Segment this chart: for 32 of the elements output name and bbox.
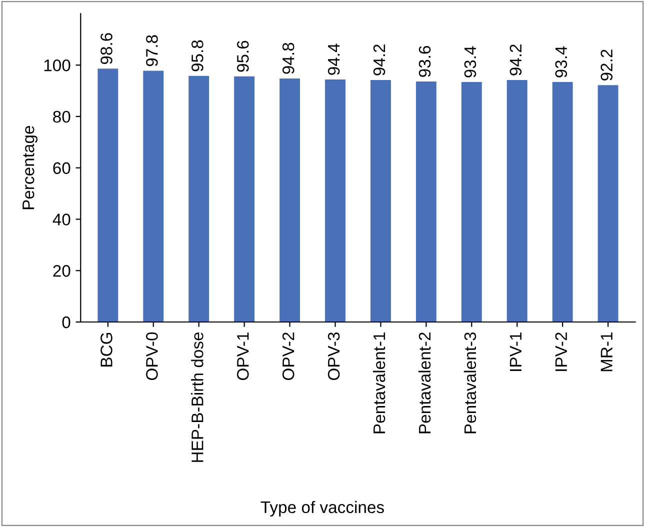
y-axis-title: Percentage: [22, 126, 38, 210]
data-label: 93.4: [555, 46, 568, 78]
y-tick-label: 100: [44, 59, 70, 72]
data-label: 93.4: [464, 46, 476, 78]
x-tick-label: MR-1: [600, 332, 612, 372]
y-tick-label: 40: [52, 214, 70, 226]
x-tick-label: Pentavalent-3: [464, 332, 476, 434]
x-tick-label: OPV-1: [236, 332, 249, 380]
y-tick-label: 80: [53, 110, 70, 123]
x-axis-title: Type of vaccines: [260, 500, 384, 516]
x-tick-label: HEP-B-Birth dose: [191, 332, 204, 462]
y-tick-label: 60: [53, 162, 70, 174]
data-label: 92.2: [600, 50, 613, 80]
data-label: 98.6: [100, 33, 112, 64]
y-tick-label: 0: [62, 316, 70, 328]
y-tick-label: 20: [53, 265, 70, 277]
data-label: 93.6: [418, 46, 431, 77]
data-label: 94.8: [282, 42, 294, 74]
x-tick-label: IPV-1: [510, 332, 522, 371]
x-tick-label: OPV-2: [282, 332, 294, 380]
data-label: 94.2: [373, 44, 386, 76]
x-tick-label: OPV-3: [328, 332, 340, 380]
data-label: 94.4: [328, 44, 340, 75]
x-tick-label: OPV-0: [146, 332, 158, 380]
data-label: 94.2: [510, 44, 522, 76]
data-label: 97.8: [146, 35, 158, 66]
x-tick-label: Pentavalent-2: [418, 332, 431, 434]
x-tick-label: BCG: [100, 332, 112, 366]
data-label: 95.8: [192, 40, 204, 72]
x-tick-label: IPV-2: [555, 332, 567, 371]
x-tick-label: Pentavalent-1: [372, 332, 386, 434]
data-label: 95.6: [236, 40, 249, 72]
